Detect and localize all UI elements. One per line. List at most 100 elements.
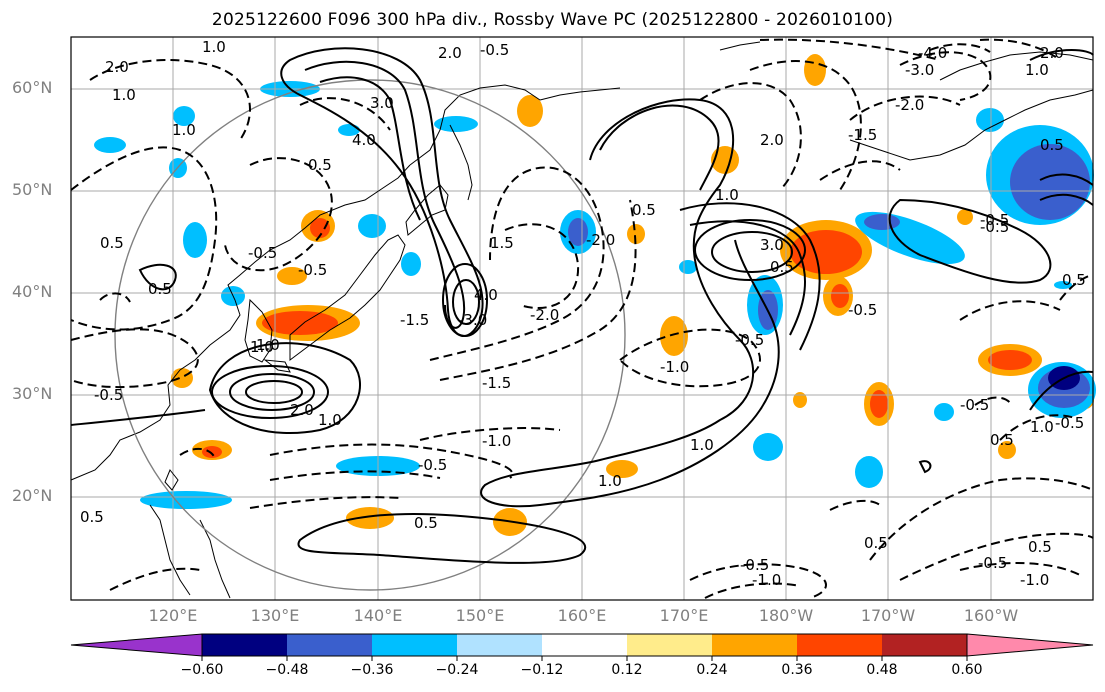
contour-label: 0.5 xyxy=(770,258,794,276)
contour-label: 0.5 xyxy=(148,280,172,298)
colorbar xyxy=(70,633,1094,661)
shade-warm xyxy=(346,507,394,529)
contour-label: 0.5 xyxy=(864,534,888,552)
gridlines xyxy=(71,37,1093,600)
contour-label: 1.0 xyxy=(1025,61,1049,79)
lon-label-150e: 150°E xyxy=(455,606,505,625)
shade-cool xyxy=(568,218,588,246)
contour-label: -1.0 xyxy=(752,571,781,589)
contour-label: -4.0 xyxy=(918,44,947,62)
contour-label: -0.5 xyxy=(978,554,1007,572)
lon-label-170w: 170°W xyxy=(860,606,916,625)
shade-cool xyxy=(753,433,783,461)
shade-cool xyxy=(434,116,478,132)
contour-label: -0.5 xyxy=(960,396,989,414)
contour-label: 0.5 xyxy=(1028,538,1052,556)
shade-cool xyxy=(401,252,421,276)
colorbar-tick-label: −0.36 xyxy=(350,662,394,678)
contour-label: -0.5 xyxy=(298,261,327,279)
shade-cool xyxy=(183,222,207,258)
contour-label: 1.0 xyxy=(172,121,196,139)
reference-circle xyxy=(114,79,626,591)
contour-label: -3.0 xyxy=(458,311,487,329)
contour-label: 1.0 xyxy=(250,338,274,356)
shade-cool xyxy=(173,106,195,126)
colorbar-bin xyxy=(202,634,287,656)
contour-label: -0.5 xyxy=(94,386,123,404)
shade-warm xyxy=(998,441,1016,459)
colorbar-bin xyxy=(797,634,882,656)
shade-warm xyxy=(804,54,826,86)
contour-label: -0.5 xyxy=(480,41,509,59)
contour-label: -0.5 xyxy=(418,456,447,474)
contour-label: -1.0 xyxy=(660,358,689,376)
colorbar-bin xyxy=(882,634,967,656)
contour-label: 2.0 xyxy=(1040,44,1064,62)
colorbar-tick-label: 0.48 xyxy=(866,662,898,678)
colorbar-tick-label: 0.12 xyxy=(611,662,643,678)
contour-label: -0.5 xyxy=(980,218,1009,236)
contour-label: 2.0 xyxy=(105,58,129,76)
contour-label: -0.5 xyxy=(1055,414,1084,432)
contour-label: 1.0 xyxy=(318,411,342,429)
colorbar-tick-label: 0.60 xyxy=(951,662,983,678)
contour-label: -0.5 xyxy=(740,556,769,574)
contour-label: 0.5 xyxy=(632,201,656,219)
contour-label: -1.5 xyxy=(400,311,429,329)
map-plot-area: 1.0 2.0 1.0 1.0 -0.5 1.0 3.0 4.0 0.5 2.0… xyxy=(70,36,1096,601)
contour-label: -1.5 xyxy=(848,126,877,144)
shade-warm xyxy=(790,230,862,274)
lat-label-30n: 30°N xyxy=(12,384,53,403)
shade-cool xyxy=(1054,281,1072,289)
contour-label: -0.5 xyxy=(735,331,764,349)
shade-warm xyxy=(262,311,338,335)
colorbar-tick-label: 0.24 xyxy=(696,662,728,678)
contour-label: 1.0 xyxy=(690,436,714,454)
contour-label: -0.5 xyxy=(248,244,277,262)
lon-label-130e: 130°E xyxy=(250,606,300,625)
shade-cool xyxy=(976,108,1004,132)
contour-label: 1.0 xyxy=(1030,418,1054,436)
colorbar-bin xyxy=(372,634,457,656)
colorbar-tick-label: −0.60 xyxy=(180,662,224,678)
lon-label-170e: 170°E xyxy=(659,606,709,625)
contour-label: 4.0 xyxy=(352,131,376,149)
shade-warm xyxy=(660,316,688,356)
lon-label-160w: 160°W xyxy=(963,606,1019,625)
contour-label: -1.5 xyxy=(482,374,511,392)
contour-label: -0.5 xyxy=(980,211,1009,229)
contour-labels: 1.0 2.0 1.0 1.0 -0.5 1.0 3.0 4.0 0.5 2.0… xyxy=(80,38,1086,589)
contour-label: -0.5 xyxy=(848,301,877,319)
contour-label: 0.5 xyxy=(1062,271,1086,289)
contour-label: 0.5 xyxy=(308,156,332,174)
lon-label-120e: 120°E xyxy=(148,606,198,625)
shade-warm xyxy=(171,368,193,388)
contour-label: -1.0 xyxy=(482,432,511,450)
contour-label: 0.5 xyxy=(990,431,1014,449)
contour-label: 1.0 xyxy=(112,86,136,104)
contour-label: -2.0 xyxy=(895,96,924,114)
contour-label: 2.0 xyxy=(760,131,784,149)
shade-cool xyxy=(358,214,386,238)
contour-label: 1.5 xyxy=(490,234,514,252)
colorbar-tick-label: −0.12 xyxy=(520,662,564,678)
colorbar-bin xyxy=(287,634,372,656)
shade-cool xyxy=(864,214,900,230)
colorbar-frame xyxy=(201,633,968,657)
contour-label: -2.0 xyxy=(530,306,559,324)
shade-warm xyxy=(310,218,330,238)
contour-label: 2.0 xyxy=(438,44,462,62)
shade-cool xyxy=(140,491,232,509)
lon-label-180w: 180°W xyxy=(758,606,814,625)
contour-label: 3.0 xyxy=(370,94,394,112)
shade-warm xyxy=(202,446,222,458)
contour-label: 0.5 xyxy=(414,514,438,532)
lon-label-160e: 160°E xyxy=(557,606,607,625)
lat-label-50n: 50°N xyxy=(12,180,53,199)
contour-label: 0.5 xyxy=(80,508,104,526)
lat-label-60n: 60°N xyxy=(12,78,53,97)
shade-cool xyxy=(94,137,126,153)
lon-label-140e: 140°E xyxy=(353,606,403,625)
colorbar-tick-label: 0.36 xyxy=(781,662,813,678)
